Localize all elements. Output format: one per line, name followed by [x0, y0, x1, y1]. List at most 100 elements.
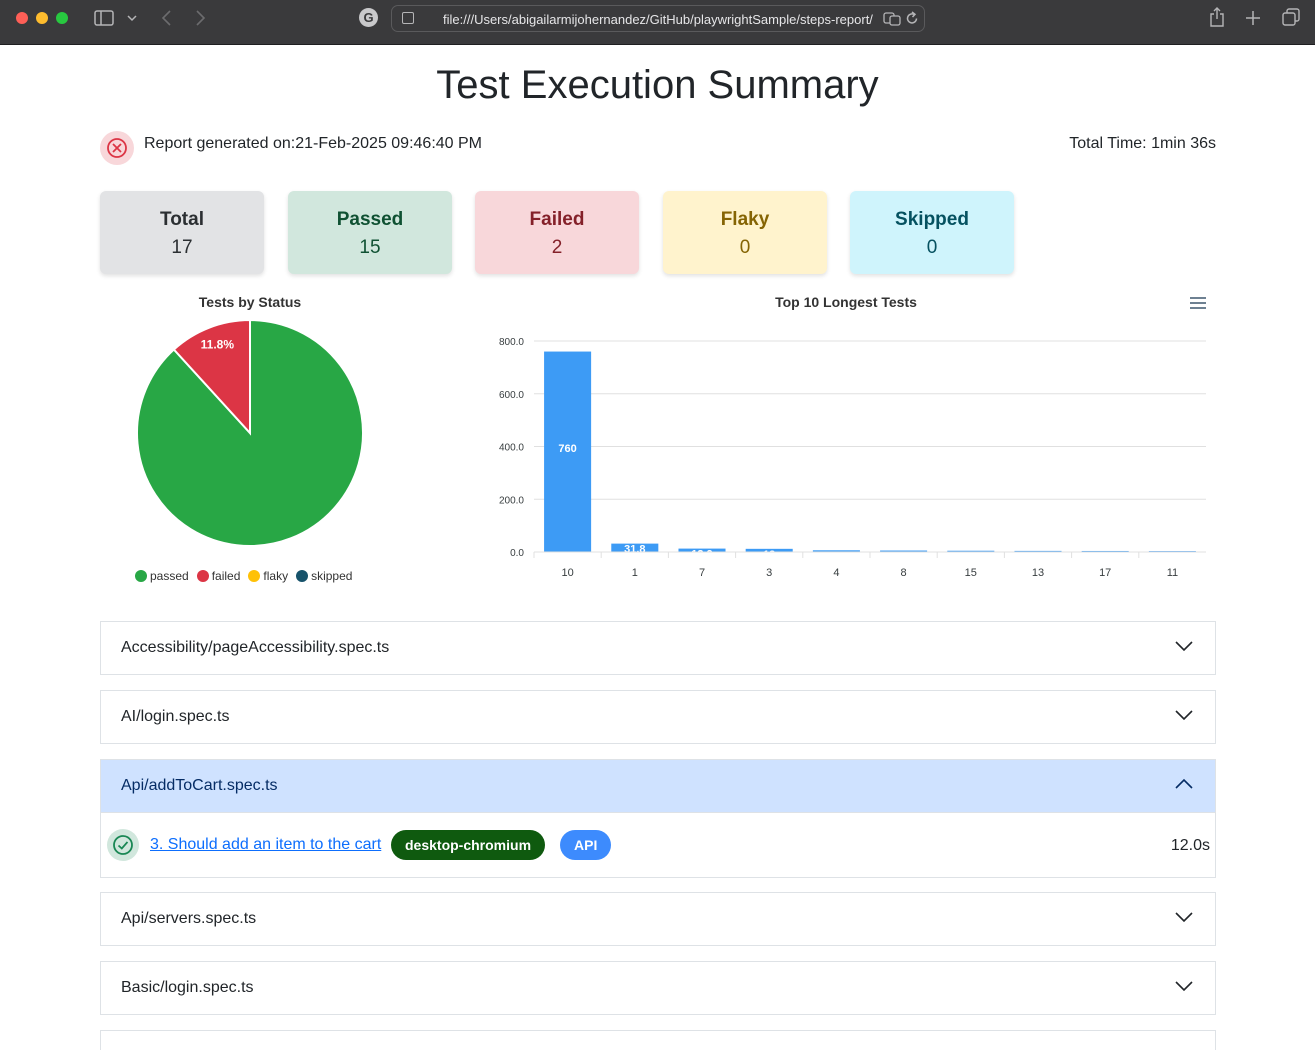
bar-value-label: 12	[763, 549, 775, 561]
flaky-label: Flaky	[720, 209, 770, 230]
legend-label: flaky	[263, 569, 289, 583]
close-window-button[interactable]	[16, 12, 28, 24]
total-label: Total	[160, 209, 204, 230]
bar-test-15[interactable]	[947, 550, 995, 552]
project-badge: desktop-chromium	[391, 830, 546, 860]
tab-overview-icon[interactable]	[1282, 8, 1300, 26]
extension-icon[interactable]: G	[359, 8, 378, 27]
report-generated-text: Report generated on:21-Feb-2025 09:46:40…	[144, 135, 483, 152]
chevron-down-icon	[1175, 641, 1193, 652]
suite-name: AI/login.spec.ts	[121, 708, 230, 725]
chevron-down-icon	[1175, 710, 1193, 721]
x-tick-label: 10	[561, 567, 573, 579]
legend-swatch	[248, 570, 261, 582]
chevron-down-icon	[1175, 912, 1193, 923]
share-icon[interactable]	[1209, 7, 1225, 27]
suite-header[interactable]: AI/login.spec.ts	[101, 691, 1215, 743]
reload-icon[interactable]	[905, 11, 919, 26]
test-duration: 12.0s	[1170, 837, 1210, 854]
suite-header[interactable]: Basic/login.spec.ts	[101, 962, 1215, 1014]
skipped-value: 0	[926, 237, 938, 258]
bar-test-7[interactable]	[678, 548, 726, 552]
bar-test-4[interactable]	[812, 550, 860, 552]
legend-label: passed	[150, 569, 189, 583]
x-tick-label: 7	[699, 567, 705, 579]
passed-check-icon	[107, 829, 139, 861]
suite-accordion-api-servers[interactable]: Api/servers.spec.ts	[100, 892, 1216, 946]
status-pie-chart[interactable]: 88.2%11.8%	[130, 313, 370, 568]
new-tab-icon[interactable]	[1245, 10, 1261, 26]
flaky-card: Flaky 0	[663, 191, 827, 274]
suite-header[interactable]: Api/servers.spec.ts	[101, 893, 1215, 945]
x-tick-label: 13	[1032, 567, 1044, 579]
suite-accordion-ai-login[interactable]: AI/login.spec.ts	[100, 690, 1216, 744]
x-tick-label: 11	[1167, 567, 1178, 579]
bar-value-label: 760	[558, 443, 576, 455]
suite-accordion-api-addtocart[interactable]: Api/addToCart.spec.ts 3. Should add an i…	[100, 759, 1216, 878]
suite-accordion-accessibility[interactable]: Accessibility/pageAccessibility.spec.ts	[100, 621, 1216, 675]
passed-value: 15	[359, 237, 381, 258]
failed-label: Failed	[529, 209, 585, 230]
suite-header[interactable]: Api/addToCart.spec.ts	[101, 760, 1215, 812]
legend-item-failed[interactable]: failed	[196, 569, 241, 583]
failed-status-icon	[100, 131, 134, 165]
page-title: Test Execution Summary	[436, 63, 879, 107]
page-icon	[402, 12, 414, 24]
browser-toolbar: G file:///Users/abigailarmijohernandez/G…	[0, 0, 1315, 45]
chevron-down-icon	[1175, 981, 1193, 992]
passed-card: Passed 15	[288, 191, 452, 274]
bar-value-label: 31.8	[624, 544, 645, 556]
bar-test-3[interactable]	[745, 548, 793, 552]
address-bar[interactable]: file:///Users/abigailarmijohernandez/Git…	[391, 5, 925, 32]
total-card: Total 17	[100, 191, 264, 274]
translate-icon[interactable]	[883, 12, 901, 26]
bar-chart-title: Top 10 Longest Tests	[775, 294, 917, 310]
legend-swatch	[135, 570, 147, 582]
longest-tests-bar-chart[interactable]: 0.0 200.0 400.0 600.0 800.0 760 10 31.8 1 12.9 7 12…	[490, 325, 1215, 585]
x-tick-label: 17	[1099, 567, 1111, 579]
back-icon[interactable]	[160, 10, 172, 26]
total-time-text: Total Time: 1min 36s	[1069, 135, 1216, 152]
url-text: file:///Users/abigailarmijohernandez/Git…	[443, 12, 873, 27]
suite-name: Api/addToCart.spec.ts	[121, 777, 278, 794]
pie-legend: passed failed flaky skipped	[135, 569, 352, 583]
test-title-link[interactable]: 3. Should add an item to the cart	[150, 836, 382, 853]
legend-swatch	[296, 570, 309, 582]
chart-menu-icon[interactable]	[1190, 297, 1206, 309]
minimize-window-button[interactable]	[36, 12, 48, 24]
legend-label: failed	[211, 569, 241, 583]
legend-item-passed[interactable]: passed	[135, 569, 189, 583]
suite-name: Basic/login.spec.ts	[121, 979, 254, 996]
suite-name: Api/servers.spec.ts	[121, 910, 257, 927]
x-tick-label: 4	[833, 567, 839, 579]
x-tick-label: 1	[632, 567, 638, 579]
y-tick-label: 200.0	[499, 495, 524, 506]
y-tick-label: 0.0	[510, 548, 524, 559]
sidebar-icon[interactable]	[94, 10, 114, 26]
pie-slice-failed[interactable]	[172, 318, 251, 436]
y-tick-label: 400.0	[499, 443, 524, 454]
bar-test-8[interactable]	[880, 550, 928, 552]
x-tick-label: 3	[766, 567, 772, 579]
total-value: 17	[171, 237, 193, 258]
bar-test-17[interactable]	[1081, 550, 1129, 552]
legend-item-skipped[interactable]: skipped	[296, 569, 352, 583]
suite-accordion-basic-login[interactable]: Basic/login.spec.ts	[100, 961, 1216, 1015]
bar-test-1[interactable]	[611, 543, 659, 552]
bar-test-13[interactable]	[1014, 550, 1062, 552]
flaky-value: 0	[739, 237, 751, 258]
suite-name: Accessibility/pageAccessibility.spec.ts	[121, 639, 390, 656]
bar-test-10[interactable]	[544, 351, 592, 552]
failed-value: 2	[551, 237, 563, 258]
suite-header[interactable]: Accessibility/pageAccessibility.spec.ts	[101, 622, 1215, 674]
maximize-window-button[interactable]	[56, 12, 68, 24]
forward-icon[interactable]	[195, 10, 207, 26]
tag-badge: API	[560, 830, 612, 860]
pie-label-failed: 11.8%	[201, 338, 235, 352]
skipped-card: Skipped 0	[850, 191, 1014, 274]
legend-item-flaky[interactable]: flaky	[248, 569, 288, 583]
chevron-down-icon[interactable]	[127, 14, 137, 22]
legend-swatch	[196, 570, 209, 582]
y-tick-label: 800.0	[499, 337, 524, 348]
suite-accordion-next[interactable]	[100, 1030, 1216, 1050]
